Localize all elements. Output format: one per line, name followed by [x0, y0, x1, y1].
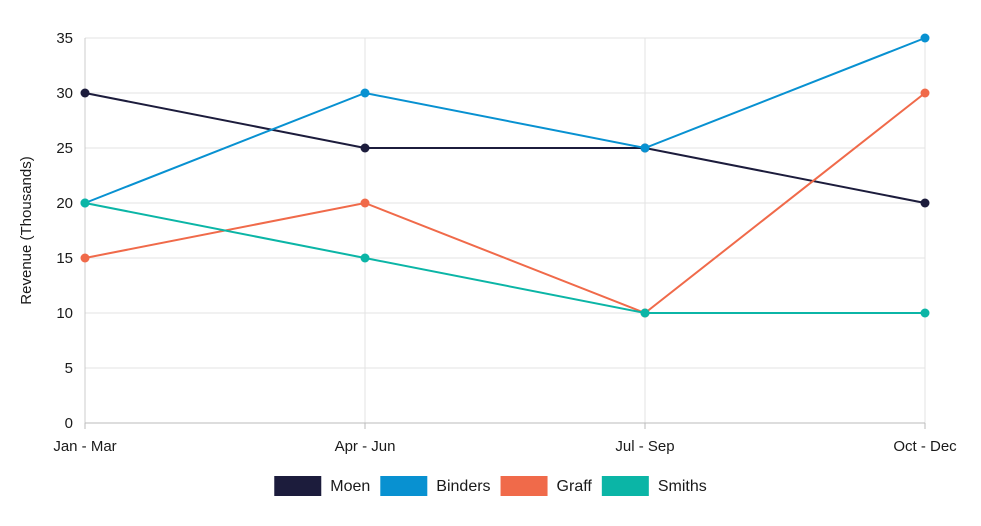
series-lines [80, 33, 930, 318]
y-tick-label: 25 [56, 140, 73, 157]
legend-item-binders[interactable]: Binders [380, 476, 491, 496]
y-tick-label: 0 [65, 415, 73, 432]
legend-label: Graff [557, 478, 593, 495]
y-tick-label: 15 [56, 250, 73, 267]
series-line-moen [84, 92, 926, 204]
legend-item-smiths[interactable]: Smiths [601, 476, 707, 496]
legend-swatch [601, 476, 649, 496]
data-point-binders[interactable] [360, 88, 370, 98]
series-line-smiths [84, 202, 925, 314]
series-binders [80, 33, 930, 208]
grid-lines [85, 37, 926, 423]
legend: Moen Binders Graff Smiths [274, 476, 707, 496]
data-point-binders[interactable] [920, 33, 930, 43]
data-point-smiths[interactable] [640, 308, 650, 318]
data-point-moen[interactable] [920, 198, 930, 208]
x-tick-label: Jul - Sep [615, 438, 674, 455]
data-point-graff[interactable] [920, 88, 930, 98]
data-point-smiths[interactable] [80, 198, 90, 208]
y-axis-title: Revenue (Thousands) [18, 156, 35, 304]
x-tick-label: Oct - Dec [893, 438, 957, 455]
data-point-binders[interactable] [640, 143, 650, 153]
legend-item-graff[interactable]: Graff [500, 476, 593, 496]
series-smiths [80, 198, 930, 318]
y-tick-label: 10 [56, 305, 73, 322]
y-tick-label: 30 [56, 85, 73, 102]
data-point-smiths[interactable] [920, 308, 930, 318]
x-tick-label: Jan - Mar [53, 438, 116, 455]
legend-item-moen[interactable]: Moen [274, 476, 370, 496]
legend-label: Moen [330, 478, 370, 495]
y-tick-label: 20 [56, 195, 73, 212]
data-point-moen[interactable] [360, 143, 370, 153]
data-point-graff[interactable] [80, 253, 90, 263]
axes: 0 5 10 15 20 25 30 35 Jan - Mar Apr - Jun Jul - Se… [53, 30, 957, 455]
legend-label: Smiths [658, 478, 707, 495]
legend-swatch [274, 476, 322, 496]
y-tick-label: 5 [65, 360, 73, 377]
data-point-moen[interactable] [80, 88, 90, 98]
data-point-smiths[interactable] [360, 253, 370, 263]
legend-label: Binders [436, 478, 490, 495]
y-tick-label: 35 [56, 30, 73, 47]
data-point-graff[interactable] [360, 198, 370, 208]
x-tick-label: Apr - Jun [335, 438, 396, 455]
legend-swatch [500, 476, 548, 496]
legend-swatch [380, 476, 428, 496]
series-line-binders [84, 37, 926, 204]
